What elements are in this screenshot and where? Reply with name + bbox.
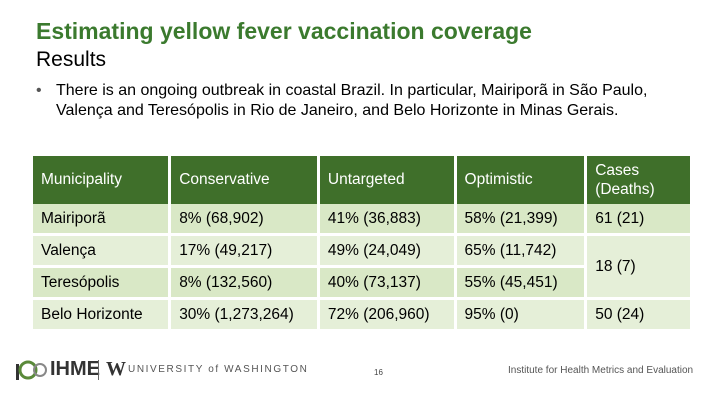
bullet-text: There is an ongoing outbreak in coastal … — [56, 82, 648, 119]
cell-municipality: Mairiporã — [33, 204, 172, 236]
cell-untargeted: 72% (206,960) — [318, 298, 457, 332]
ihme-mark-icon — [16, 360, 47, 380]
cell-untargeted: 49% (24,049) — [318, 234, 457, 268]
cell-municipality: Valença — [33, 234, 172, 268]
cell-cases: 61 (21) — [585, 204, 693, 236]
cell-untargeted: 41% (36,883) — [318, 204, 457, 236]
header-optimistic: Optimistic — [455, 156, 588, 204]
cell-optimistic: 95% (0) — [455, 298, 588, 332]
bullet-dot-icon: • — [36, 82, 42, 99]
table-header-row: Municipality Conservative Untargeted Opt… — [33, 156, 693, 204]
cell-conservative: 30% (1,273,264) — [169, 298, 320, 332]
cell-cases: 18 (7) — [585, 234, 693, 300]
table-row: Belo Horizonte 30% (1,273,264) 72% (206,… — [33, 298, 693, 332]
institute-name: Institute for Health Metrics and Evaluat… — [508, 365, 694, 376]
cell-optimistic: 65% (11,742) — [455, 234, 588, 268]
cell-cases: 50 (24) — [585, 298, 693, 332]
header-cases: Cases (Deaths) — [585, 156, 693, 204]
cell-municipality: Teresópolis — [33, 266, 172, 300]
ihme-logo: IHME — [50, 358, 100, 380]
uw-logo: W — [106, 358, 126, 380]
cell-untargeted: 40% (73,137) — [318, 266, 457, 300]
bullet-point: • There is an ongoing outbreak in coasta… — [36, 81, 696, 121]
header-municipality: Municipality — [33, 156, 172, 204]
cell-conservative: 8% (68,902) — [169, 204, 320, 236]
page-number: 16 — [374, 368, 383, 377]
cell-municipality: Belo Horizonte — [33, 298, 172, 332]
cell-optimistic: 58% (21,399) — [455, 204, 588, 236]
slide-footer: IHME W UNIVERSITY of WASHINGTON 16 Insti… — [0, 350, 720, 390]
table-row: Mairiporã 8% (68,902) 41% (36,883) 58% (… — [33, 204, 693, 236]
uw-logo-text: UNIVERSITY of WASHINGTON — [128, 364, 309, 375]
slide-subtitle: Results — [36, 48, 107, 71]
cell-optimistic: 55% (45,451) — [455, 266, 588, 300]
slide-title: Estimating yellow fever vaccination cove… — [36, 18, 532, 44]
coverage-table: Municipality Conservative Untargeted Opt… — [33, 156, 693, 332]
header-conservative: Conservative — [169, 156, 320, 204]
table-row: Teresópolis 8% (132,560) 40% (73,137) 55… — [33, 266, 692, 300]
cell-conservative: 17% (49,217) — [169, 234, 320, 268]
table-row: Valença 17% (49,217) 49% (24,049) 65% (1… — [33, 234, 693, 300]
logo-divider — [98, 360, 99, 380]
cell-conservative: 8% (132,560) — [169, 266, 320, 300]
header-untargeted: Untargeted — [318, 156, 457, 204]
